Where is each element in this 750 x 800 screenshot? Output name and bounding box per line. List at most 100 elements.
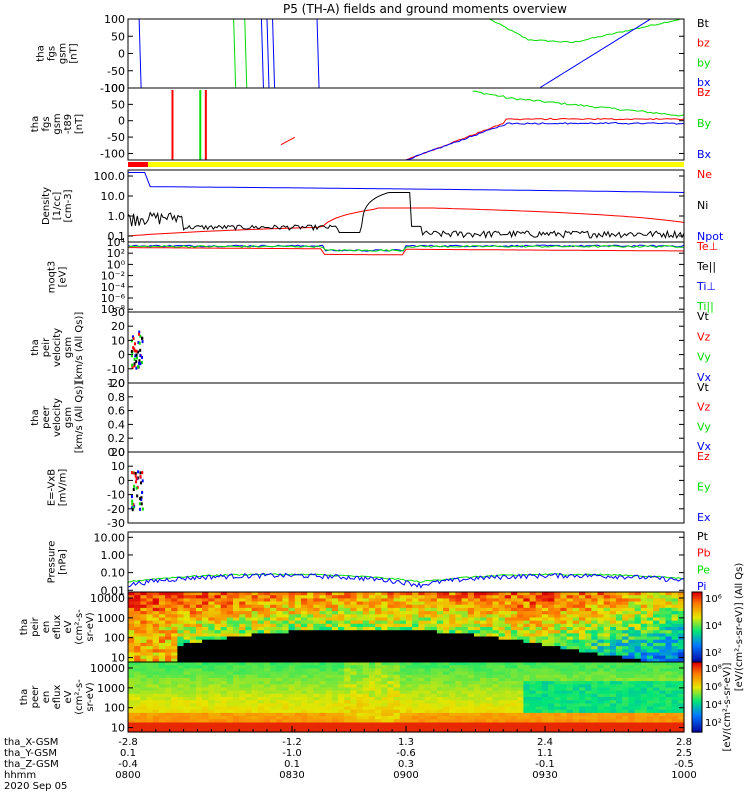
- spectrogram-cell: [251, 668, 259, 673]
- spectrogram-cell: [152, 697, 160, 701]
- spectrogram-cell: [412, 722, 419, 727]
- spectrogram-cell: [171, 592, 178, 596]
- spectrogram-cell: [492, 706, 500, 711]
- spectrogram-cell: [158, 604, 166, 609]
- spectrogram-cell: [307, 652, 314, 657]
- spectrogram-cell: [572, 639, 580, 644]
- spectrogram-cell: [220, 706, 228, 711]
- spectrogram-cell: [214, 716, 222, 720]
- spectrogram-cell: [449, 601, 456, 606]
- spectrogram-cell: [307, 601, 314, 606]
- spectrogram-cell: [183, 604, 191, 609]
- spectrogram-cell: [511, 728, 518, 733]
- spectrogram-cell: [455, 598, 463, 603]
- spectrogram-cell: [165, 709, 172, 714]
- spectrogram-cell: [158, 601, 166, 606]
- spectrogram-cell: [158, 623, 166, 628]
- spectrogram-cell: [523, 614, 531, 619]
- spectrogram-cell: [671, 716, 679, 720]
- spectrogram-cell: [189, 592, 197, 596]
- spectrogram-cell: [356, 700, 364, 704]
- spectrogram-cell: [214, 595, 222, 599]
- spectrogram-cell: [350, 677, 358, 682]
- spectrogram-cell: [634, 684, 642, 689]
- spectrogram-cell: [233, 614, 240, 619]
- spectrogram-cell: [214, 655, 222, 660]
- spectrogram-cell: [504, 642, 512, 647]
- spectrogram-cell: [449, 658, 456, 663]
- spectrogram-cell: [443, 636, 450, 641]
- spectrogram-cell: [282, 598, 290, 603]
- spectrogram-cell: [560, 598, 568, 603]
- spectrogram-cell: [665, 728, 673, 733]
- spectrogram-cell: [319, 681, 327, 685]
- spectrogram-cell: [307, 700, 314, 704]
- spectrogram-cell: [424, 607, 432, 612]
- spectrogram-cell: [288, 687, 296, 692]
- spectrogram-cell: [325, 658, 333, 663]
- spectrogram-cell: [455, 636, 463, 641]
- spectrogram-cell: [511, 716, 518, 720]
- spectrogram-cell: [566, 719, 574, 724]
- spectrogram-cell: [387, 690, 395, 695]
- spectrogram-cell: [202, 709, 209, 714]
- spectrogram-cell: [653, 658, 660, 663]
- spectrogram-cell: [325, 662, 333, 666]
- spectrogram-cell: [344, 706, 351, 711]
- spectrogram-cell: [640, 595, 648, 599]
- colorbar-cell: [692, 665, 702, 668]
- spectrogram-cell: [270, 709, 277, 714]
- spectrogram-cell: [412, 601, 419, 606]
- spectrogram-cell: [152, 655, 160, 660]
- spectrogram-cell: [504, 728, 512, 733]
- spectrogram-cell: [560, 611, 568, 615]
- spectrogram-cell: [177, 601, 185, 606]
- spectrogram-cell: [233, 728, 240, 733]
- spectrogram-cell: [368, 674, 376, 679]
- spectrogram-cell: [517, 639, 524, 644]
- spectrogram-cell: [128, 662, 135, 666]
- spectrogram-cell: [585, 697, 592, 701]
- spectrogram-cell: [529, 703, 537, 708]
- legend-vt: Vt: [697, 381, 710, 394]
- spectrogram-cell: [436, 703, 444, 708]
- spectrogram-cell: [511, 712, 518, 717]
- spectrogram-cell: [263, 716, 271, 720]
- spectrogram-cell: [449, 709, 456, 714]
- spectrogram-cell: [671, 684, 679, 689]
- spectrogram-cell: [467, 706, 475, 711]
- spectrogram-cell: [226, 620, 234, 625]
- spectrogram-cell: [554, 668, 562, 673]
- spectrogram-cell: [572, 687, 580, 692]
- spectrogram-cell: [183, 611, 191, 615]
- spectrogram-cell: [313, 677, 321, 682]
- spectrogram-cell: [443, 697, 450, 701]
- spectrogram-cell: [579, 693, 586, 698]
- spectrogram-cell: [504, 614, 512, 619]
- spectrogram-cell: [659, 623, 667, 628]
- spectrogram-cell: [535, 703, 543, 708]
- spectrogram-cell: [257, 693, 265, 698]
- spectrogram-cell: [146, 677, 154, 682]
- spectrogram-cell: [480, 703, 487, 708]
- spectrogram-cell: [233, 595, 240, 599]
- colorbar-cell: [692, 642, 702, 646]
- spectrogram-cell: [443, 665, 450, 669]
- spectrogram-cell: [196, 646, 203, 650]
- spectrogram-cell: [239, 722, 246, 727]
- spectrogram-cell: [579, 623, 586, 628]
- spectrogram-cell: [634, 639, 642, 644]
- spectrogram-cell: [449, 623, 456, 628]
- spectrogram-cell: [313, 674, 321, 679]
- spectrogram-cell: [548, 677, 555, 682]
- spectrogram-cell: [517, 655, 524, 660]
- spectrogram-cell: [263, 630, 271, 634]
- spectrogram-cell: [541, 687, 549, 692]
- spectrogram-cell: [196, 627, 203, 631]
- spectrogram-cell: [548, 639, 555, 644]
- spectrogram-cell: [646, 607, 654, 612]
- spectrogram-cell: [183, 668, 191, 673]
- spectrogram-cell: [498, 703, 506, 708]
- spectrogram-cell: [609, 649, 617, 654]
- velocity-point: [139, 354, 142, 358]
